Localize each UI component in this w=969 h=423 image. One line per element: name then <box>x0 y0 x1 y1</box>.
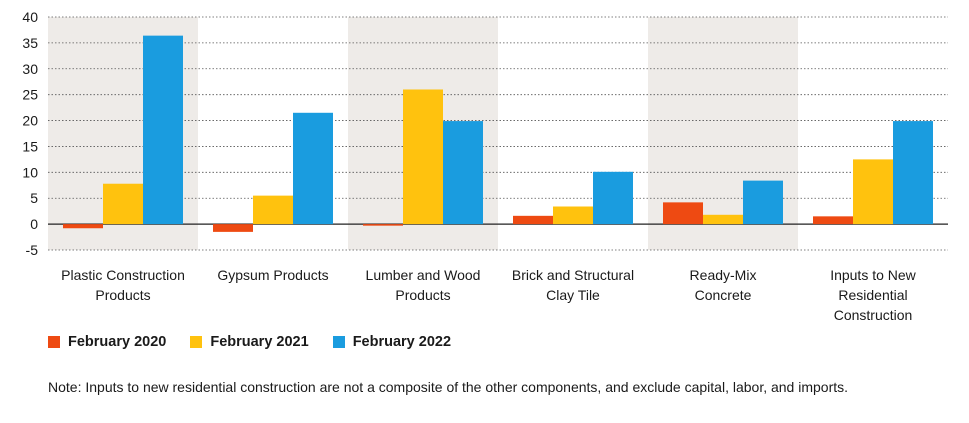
category-label-line: Residential <box>838 287 907 303</box>
bar-february-2020 <box>513 215 553 225</box>
y-tick-label: 5 <box>30 190 38 206</box>
y-tick-label: 40 <box>22 9 38 25</box>
y-tick-label: 25 <box>22 87 38 103</box>
category-label-line: Products <box>395 287 450 303</box>
bar-february-2022 <box>743 180 783 225</box>
bar-february-2022 <box>893 121 933 225</box>
category-label-line: Clay Tile <box>546 287 600 303</box>
legend-label-feb-2022: February 2022 <box>352 334 452 350</box>
bar-february-2022 <box>293 112 333 225</box>
bar-february-2020 <box>813 216 853 225</box>
legend-item-feb-2021: February 2021 <box>190 334 309 350</box>
category-label-line: Construction <box>834 307 913 323</box>
bar-february-2022 <box>593 171 633 225</box>
y-tick-label: 10 <box>22 164 38 180</box>
category-label-line: Inputs to New <box>830 267 916 283</box>
bar-february-2021 <box>103 183 143 225</box>
category-label-line: Products <box>95 287 150 303</box>
category-label: Gypsum Products <box>217 267 328 283</box>
bar-february-2020 <box>363 224 403 226</box>
legend-label-feb-2021: February 2021 <box>210 334 309 350</box>
category-label-line: Ready-Mix <box>690 267 757 283</box>
category-label-line: Plastic Construction <box>61 267 185 283</box>
category-label-line: Concrete <box>695 287 752 303</box>
y-tick-label: -5 <box>26 242 39 258</box>
category-label: Ready-Mix Concrete <box>690 267 757 303</box>
bar-february-2020 <box>63 224 103 229</box>
chart-note: Note: Inputs to new residential construc… <box>48 379 849 395</box>
bar-february-2021 <box>853 159 893 225</box>
legend-swatch-feb-2020 <box>48 336 60 348</box>
bar-february-2022 <box>443 121 483 225</box>
legend-item-feb-2020: February 2020 <box>48 334 166 350</box>
bar-february-2021 <box>253 195 293 225</box>
bar-february-2021 <box>553 206 593 225</box>
bar-february-2021 <box>703 214 743 225</box>
legend-label-feb-2020: February 2020 <box>68 334 167 350</box>
category-label-line: Gypsum Products <box>217 267 328 283</box>
legend-swatch-feb-2022 <box>332 336 345 348</box>
legend: February 2020 February 2021 February 202… <box>48 332 451 352</box>
y-tick-label: 20 <box>22 113 38 129</box>
bar-chart: 40 35 30 25 20 15 10 5 0 -5 Plastic Construction Pr… <box>22 9 948 323</box>
bar-february-2020 <box>663 202 703 225</box>
bar-february-2022 <box>143 35 183 225</box>
category-label-line: Lumber and Wood <box>366 267 481 283</box>
legend-item-feb-2022: February 2022 <box>332 334 452 350</box>
y-tick-label: 15 <box>22 138 38 154</box>
bar-february-2021 <box>403 89 443 225</box>
category-label: Lumber and Wood Products <box>366 267 481 303</box>
y-tick-label: 0 <box>30 216 38 232</box>
y-tick-label: 30 <box>22 61 38 77</box>
category-label-line: Brick and Structural <box>512 267 634 283</box>
y-tick-label: 35 <box>22 35 38 51</box>
category-label: Inputs to New Residential Construction <box>830 267 916 323</box>
bar-february-2020 <box>213 224 253 232</box>
legend-swatch-feb-2021 <box>190 336 203 348</box>
category-label: Brick and Structural Clay Tile <box>512 267 634 303</box>
category-label: Plastic Construction Products <box>61 267 185 303</box>
